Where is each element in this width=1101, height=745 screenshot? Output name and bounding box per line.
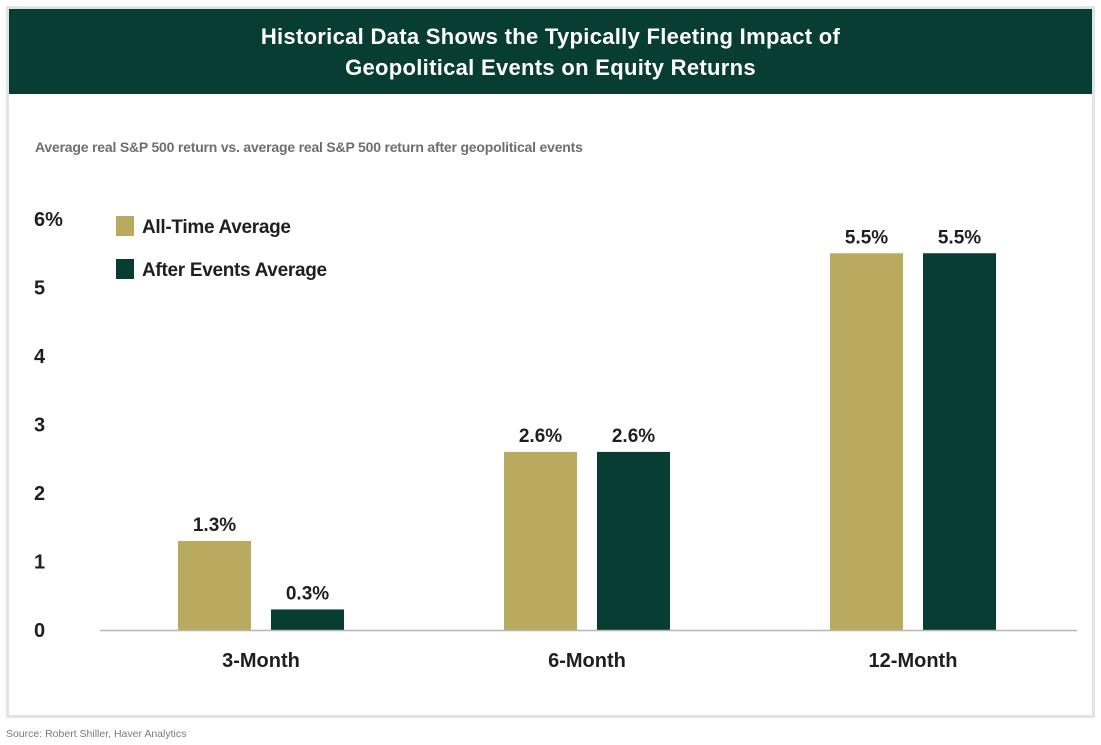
y-tick-label: 0 [34, 620, 45, 642]
data-label: 1.3% [193, 515, 236, 536]
data-label: 5.5% [845, 227, 888, 248]
y-tick-label: 3 [34, 415, 45, 437]
source-note: Source: Robert Shiller, Haver Analytics [6, 728, 187, 740]
y-tick-label: 1 [34, 552, 45, 574]
y-tick-label: 4 [34, 346, 46, 368]
x-tick-label: 12-Month [869, 650, 958, 672]
data-label: 5.5% [938, 227, 981, 248]
bar-all-time-12-month [830, 253, 903, 630]
y-tick-label: 5 [34, 278, 45, 300]
bar-after-events-12-month [923, 253, 996, 630]
legend-entry: All-Time Average [142, 217, 291, 238]
legend-swatch [116, 216, 134, 236]
chart-subtitle: Average real S&P 500 return vs. average … [35, 139, 583, 155]
data-label: 2.6% [612, 426, 655, 447]
bar-chart: 0 1 2 3 4 5 6% 1.3% 2.6% 5.5% 0.3% 2.6% 5.5% 3-Month 6… [34, 209, 1077, 672]
data-label: 2.6% [519, 426, 562, 447]
x-tick-label: 6-Month [548, 650, 626, 672]
y-tick-label: 6% [34, 209, 63, 231]
legend-swatch [116, 259, 134, 279]
bar-after-events-6-month [597, 451, 670, 630]
header-banner: Historical Data Shows the Typically Flee… [9, 9, 1092, 94]
bar-after-events-3-month [271, 609, 344, 630]
data-label: 0.3% [286, 583, 329, 604]
bar-all-time-6-month [504, 451, 577, 630]
bar-all-time-3-month [178, 540, 251, 630]
chart-title: Historical Data Shows the Typically Flee… [260, 23, 841, 80]
legend-entry: After Events Average [142, 260, 327, 281]
x-tick-label: 3-Month [222, 650, 300, 672]
y-tick-label: 2 [34, 483, 45, 505]
